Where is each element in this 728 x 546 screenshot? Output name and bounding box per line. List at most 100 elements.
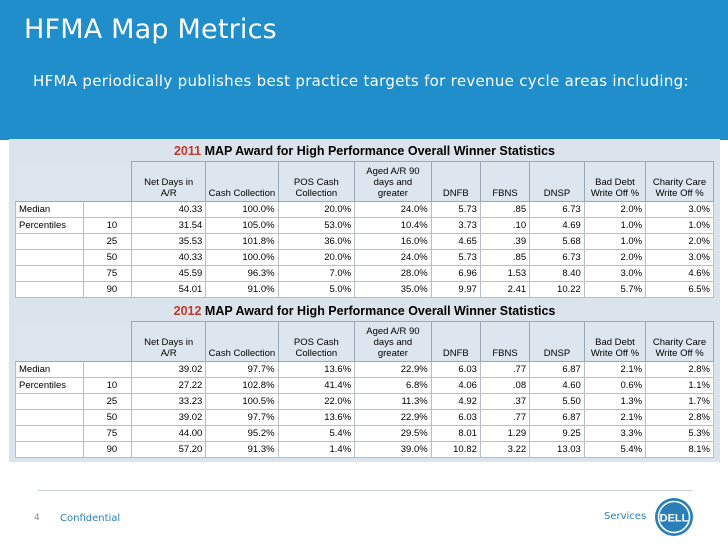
column-header-line2: Collection <box>295 348 338 359</box>
table-cell: 1.29 <box>479 425 531 442</box>
percentile-label: 90 <box>82 441 132 458</box>
header-row: Net Days in A/R Cash Collection POS Cash Col… <box>15 161 714 202</box>
table-cell: 2.1% <box>583 409 647 426</box>
row-label: Percentiles <box>15 217 84 234</box>
column-header: Net Days in A/R <box>130 161 207 202</box>
table-cell: 6.73 <box>529 201 585 218</box>
table-row: 90 57.20 91.3% 1.4% 39.0% 10.82 3.22 13.03 5.4% 8… <box>15 441 714 458</box>
table-cell: .85 <box>479 201 531 218</box>
block-title-text: MAP Award for High Performance Overall W… <box>201 144 556 158</box>
table-cell: 40.33 <box>130 249 207 266</box>
table-cell: 36.0% <box>277 233 356 250</box>
table-cell: 6.96 <box>430 265 481 282</box>
table-cell: 5.50 <box>529 393 585 410</box>
footer-divider <box>38 490 692 491</box>
table-cell: 4.6% <box>645 265 714 282</box>
table-cell: 4.92 <box>430 393 481 410</box>
table-cell: 24.0% <box>354 249 432 266</box>
table-cell: 22.9% <box>354 361 432 378</box>
table-cell: 3.22 <box>479 441 531 458</box>
column-header: DNSP <box>529 161 585 202</box>
column-header-line1: Net Days in <box>144 177 194 188</box>
percentile-label: 50 <box>82 249 132 266</box>
table-cell: 6.03 <box>430 361 481 378</box>
table-cell: 41.4% <box>277 377 356 394</box>
column-header-line1: Charity Care <box>652 177 707 188</box>
table-row: Median 39.02 97.7% 13.6% 22.9% 6.03.77 6.87 2.1… <box>15 361 714 378</box>
table-cell: 96.3% <box>205 265 279 282</box>
table-cell: 35.53 <box>130 233 207 250</box>
table-cell: 40.33 <box>130 201 207 218</box>
table-cell: 3.0% <box>645 201 714 218</box>
table-cell: 2.8% <box>645 409 714 426</box>
table-cell: 5.73 <box>430 201 481 218</box>
column-header: Net Days in A/R <box>130 321 207 362</box>
percentile-label <box>82 361 132 378</box>
confidential-label: Confidential <box>60 513 121 524</box>
row-label: Median <box>15 201 84 218</box>
table-cell: .77 <box>479 361 531 378</box>
table-cell: 3.73 <box>430 217 481 234</box>
percentile-label: 75 <box>82 265 132 282</box>
table-row: Percentiles 10 31.54 105.0% 53.0% 10.4% 3.73.1… <box>15 217 714 234</box>
table-cell: 6.73 <box>529 249 585 266</box>
column-header-line1: Charity Care <box>652 337 707 348</box>
table-cell: 7.0% <box>277 265 356 282</box>
column-header-line2: A/R <box>160 348 177 359</box>
column-header-line1: Bad Debt <box>595 337 635 348</box>
table-cell: .37 <box>479 393 531 410</box>
table-cell: 3.0% <box>583 265 647 282</box>
table-cell: 22.0% <box>277 393 356 410</box>
header-blank <box>15 161 132 202</box>
table-cell: 9.25 <box>529 425 585 442</box>
table-cell: 0.6% <box>583 377 647 394</box>
column-header-line1: POS Cash <box>293 177 339 188</box>
table-row: 50 40.33 100.0% 20.0% 24.0% 5.73.85 6.73 2.0% 3.… <box>15 249 714 266</box>
percentile-label: 10 <box>82 377 132 394</box>
column-header: DNFB <box>430 161 481 202</box>
table-cell: 2.0% <box>583 201 647 218</box>
column-header-line1: Aged A/R 90 days and <box>366 326 420 348</box>
percentile-label: 10 <box>82 217 132 234</box>
table-cell: 100.5% <box>205 393 279 410</box>
table-cell: 5.73 <box>430 249 481 266</box>
table-cell: 1.0% <box>583 233 647 250</box>
table-cell: 8.01 <box>430 425 481 442</box>
column-header: DNFB <box>430 321 481 362</box>
column-header: DNSP <box>529 321 585 362</box>
table-cell: 45.59 <box>130 265 207 282</box>
table-cell: 102.8% <box>205 377 279 394</box>
column-header: FBNS <box>479 321 531 362</box>
table-cell: 105.0% <box>205 217 279 234</box>
table-cell: 2.0% <box>583 249 647 266</box>
column-header-line2: Cash Collection <box>208 348 276 359</box>
table-cell: 5.68 <box>529 233 585 250</box>
stats-table: Net Days in A/R Cash Collection POS Cash Col… <box>15 321 714 458</box>
column-header: POS Cash Collection <box>277 161 356 202</box>
row-label <box>15 233 84 250</box>
dell-logo-text: DELL <box>660 513 689 525</box>
table-cell: 39.0% <box>354 441 432 458</box>
table-cell: 22.9% <box>354 409 432 426</box>
stats-table: Net Days in A/R Cash Collection POS Cash Col… <box>15 161 714 298</box>
page-number: 4 <box>34 513 40 523</box>
table-cell: .39 <box>479 233 531 250</box>
table-cell: 91.0% <box>205 281 279 298</box>
table-cell: 35.0% <box>354 281 432 298</box>
table-cell: 101.8% <box>205 233 279 250</box>
table-cell: 13.03 <box>529 441 585 458</box>
column-header: Cash Collection <box>205 321 279 362</box>
column-header-line2: Collection <box>295 188 338 199</box>
table-cell: 10.22 <box>529 281 585 298</box>
slide-subtitle: HFMA periodically publishes best practic… <box>33 72 689 90</box>
column-header-line2: DNFB <box>442 188 469 199</box>
percentile-label <box>82 201 132 218</box>
column-header: Cash Collection <box>205 161 279 202</box>
stats-block-2012: 2012 MAP Award for High Performance Over… <box>15 301 714 458</box>
table-cell: 6.03 <box>430 409 481 426</box>
column-header-line2: Cash Collection <box>208 188 276 199</box>
table-cell: 5.0% <box>277 281 356 298</box>
block-year: 2012 <box>173 304 202 318</box>
table-cell: 91.3% <box>205 441 279 458</box>
table-cell: 6.87 <box>529 409 585 426</box>
